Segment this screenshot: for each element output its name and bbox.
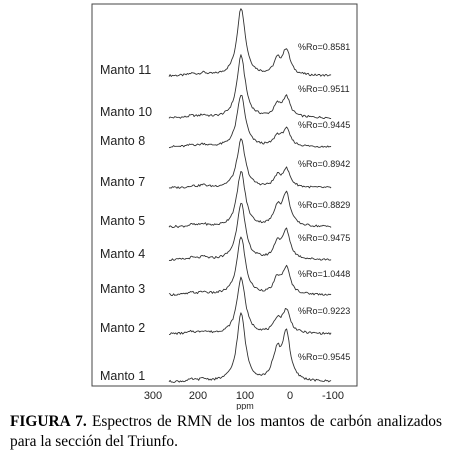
caption-text: Espectros de RMN de los mantos de carbón… [10,413,442,450]
ro-label: %Ro=0.9511 [298,84,350,94]
x-tick-label: 100 [236,390,254,402]
manto-label: Manto 11 [100,63,151,77]
spectrum-trace [168,236,332,297]
ro-label: %Ro=0.8581 [298,42,350,52]
spectrum-trace [168,138,332,189]
x-tick-label: -100 [322,390,344,402]
spectrum-trace [168,170,332,228]
manto-label: Manto 10 [100,105,152,119]
ro-label: %Ro=0.8942 [298,159,350,169]
spectra-traces [168,8,332,383]
spectra-labels: Manto 11 Manto 10 Manto 8 Manto 7 Manto 5 Man… [100,63,152,383]
ro-label: %Ro=1.0448 [298,269,350,279]
ro-label: %Ro=0.9223 [298,306,350,316]
x-tick-label: 200 [189,390,207,402]
x-axis: 300 200 100 0 -100 ppm [144,390,344,410]
spectrum-trace [168,94,332,149]
spectrum-trace [168,312,332,383]
spectrum-trace [168,202,332,262]
x-tick-label: 300 [144,390,162,402]
x-tick-label: 0 [287,390,293,402]
ro-label: %Ro=0.8829 [298,200,350,210]
ro-label: %Ro=0.9545 [298,352,350,362]
plot-frame [91,3,358,387]
caption-lead: FIGURA 7. [10,413,87,430]
reflectance-labels: %Ro=0.8581 %Ro=0.9511 %Ro=0.9445 %Ro=0.8942… [298,42,350,362]
manto-label: Manto 8 [100,134,145,148]
x-axis-unit: ppm [236,401,254,410]
spectrum-trace [168,54,332,119]
manto-label: Manto 2 [100,321,145,335]
manto-label: Manto 3 [100,282,145,296]
spectrum-trace [169,276,332,335]
ro-label: %Ro=0.9475 [298,233,350,243]
spectrum-trace [168,8,332,77]
manto-label: Manto 7 [100,175,145,189]
ro-label: %Ro=0.9445 [298,120,350,130]
manto-label: Manto 4 [100,247,145,261]
manto-label: Manto 5 [100,214,145,228]
figure-caption: FIGURA 7. Espectros de RMN de los mantos… [10,412,442,452]
manto-label: Manto 1 [100,369,145,383]
